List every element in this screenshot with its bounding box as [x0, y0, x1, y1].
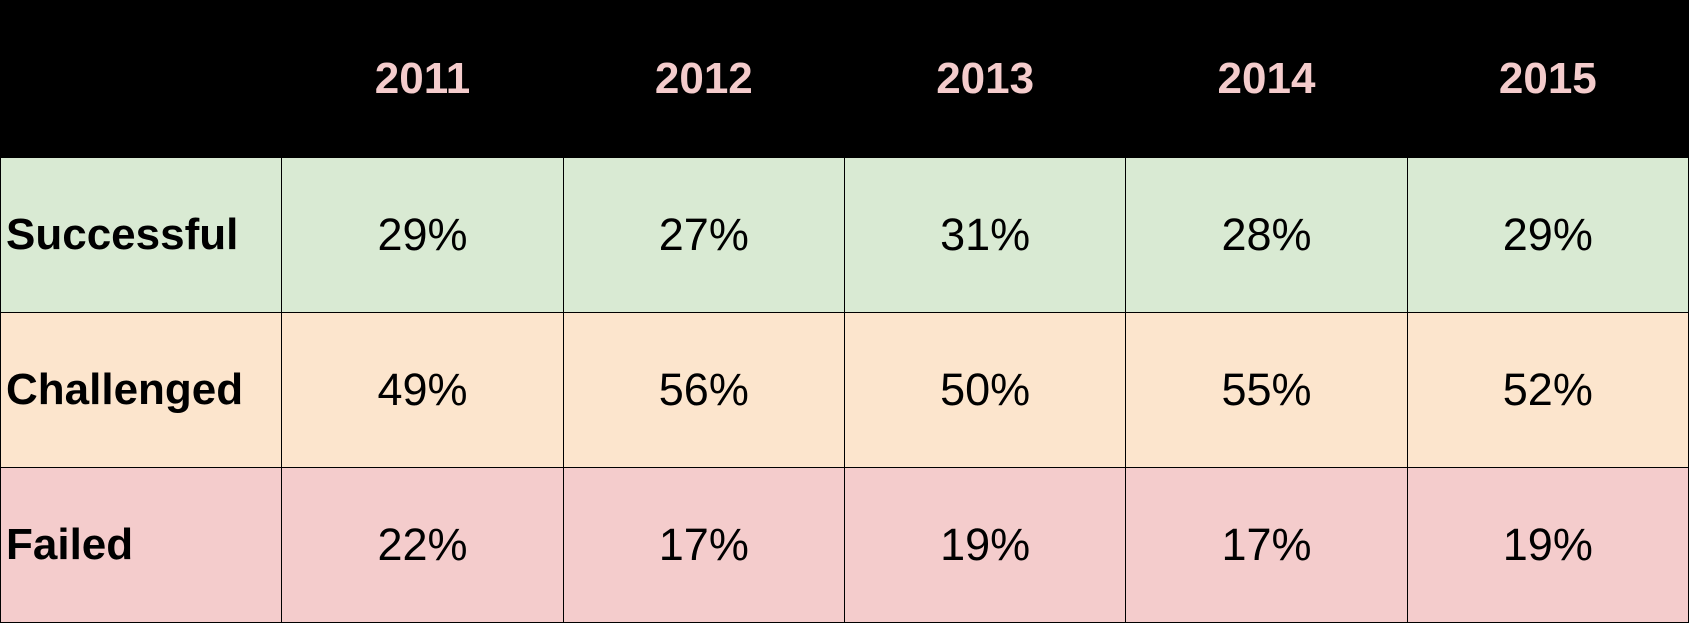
year-header-2012: 2012: [562, 0, 845, 158]
table-cell: 22%: [281, 467, 564, 623]
corner-cell: [0, 0, 283, 158]
table-cell: 19%: [1406, 467, 1690, 623]
row-label-successful: Successful: [0, 157, 283, 313]
table-row-failed: Failed 22% 17% 19% 17% 19%: [0, 467, 1690, 623]
table-cell: 52%: [1406, 312, 1690, 468]
year-header-2015: 2015: [1406, 0, 1690, 158]
year-header-2014: 2014: [1125, 0, 1408, 158]
table-cell: 28%: [1125, 157, 1408, 313]
table-cell: 50%: [843, 312, 1127, 468]
table-cell: 49%: [281, 312, 564, 468]
table-cell: 27%: [562, 157, 845, 313]
table-row-challenged: Challenged 49% 56% 50% 55% 52%: [0, 312, 1690, 468]
year-header-2011: 2011: [281, 0, 564, 158]
row-label-failed: Failed: [0, 467, 283, 623]
table-cell: 17%: [562, 467, 845, 623]
table-cell: 55%: [1125, 312, 1408, 468]
table-cell: 17%: [1125, 467, 1408, 623]
table-cell: 29%: [281, 157, 564, 313]
header-row: 2011 2012 2013 2014 2015: [0, 0, 1690, 158]
table-cell: 19%: [843, 467, 1127, 623]
year-header-2013: 2013: [843, 0, 1127, 158]
table-cell: 56%: [562, 312, 845, 468]
table-cell: 31%: [843, 157, 1127, 313]
table-row-successful: Successful 29% 27% 31% 28% 29%: [0, 157, 1690, 313]
row-label-challenged: Challenged: [0, 312, 283, 468]
table-cell: 29%: [1406, 157, 1690, 313]
